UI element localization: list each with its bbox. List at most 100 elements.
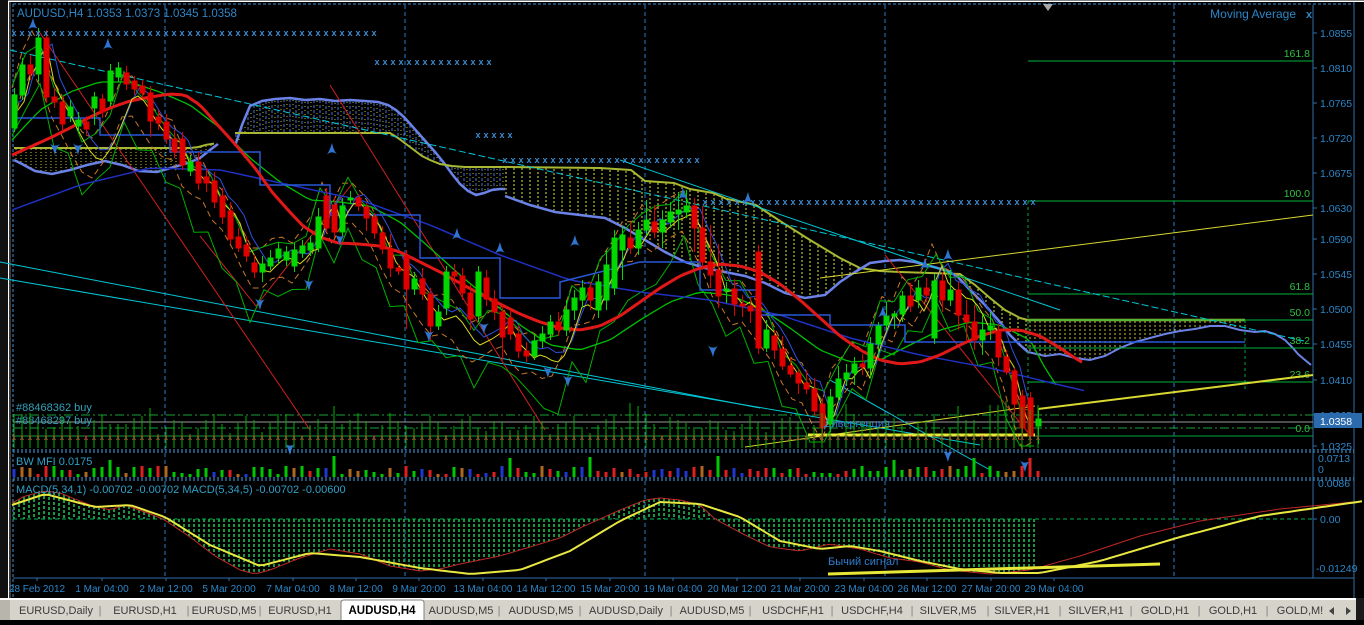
- svg-text:x: x: [84, 433, 89, 442]
- svg-text:x: x: [83, 28, 88, 38]
- svg-text:GOLD,H1: GOLD,H1: [1141, 605, 1189, 617]
- svg-text:27 Mar 20:00: 27 Mar 20:00: [962, 584, 1021, 595]
- svg-text:x: x: [155, 28, 160, 38]
- svg-text:USDCHF,H4: USDCHF,H4: [841, 605, 903, 617]
- svg-text:x: x: [654, 155, 659, 165]
- svg-text:|: |: [1266, 605, 1269, 617]
- svg-text:x: x: [582, 155, 587, 165]
- svg-text:GOLD,H1: GOLD,H1: [1209, 605, 1257, 617]
- svg-text:x: x: [710, 197, 715, 207]
- svg-text:61.8: 61.8: [1290, 281, 1311, 293]
- svg-text:0.0713: 0.0713: [1318, 453, 1350, 465]
- svg-text:EURUSD,H1: EURUSD,H1: [113, 605, 177, 617]
- svg-text:x: x: [830, 197, 835, 207]
- svg-text:26 Mar 12:00: 26 Mar 12:00: [898, 584, 957, 595]
- svg-text:2 Mar 12:00: 2 Mar 12:00: [139, 584, 193, 595]
- svg-text:1.0455: 1.0455: [1320, 339, 1352, 351]
- svg-text:x: x: [822, 197, 827, 207]
- svg-text:29 Mar 04:00: 29 Mar 04:00: [1025, 584, 1084, 595]
- svg-text:x: x: [123, 28, 128, 38]
- svg-text:x: x: [518, 155, 523, 165]
- svg-text:x: x: [598, 155, 603, 165]
- svg-text:x: x: [790, 197, 795, 207]
- svg-text:x: x: [470, 57, 475, 67]
- svg-text:x: x: [726, 197, 731, 207]
- svg-text:x: x: [686, 155, 691, 165]
- svg-text:x: x: [542, 155, 547, 165]
- svg-text:1.0810: 1.0810: [1320, 63, 1352, 75]
- svg-text:x: x: [1014, 197, 1019, 207]
- svg-text:x: x: [363, 28, 368, 38]
- svg-text:|: |: [259, 605, 262, 617]
- svg-text:x: x: [291, 28, 296, 38]
- svg-text:x: x: [918, 197, 923, 207]
- svg-text:14 Mar 12:00: 14 Mar 12:00: [517, 584, 576, 595]
- svg-text:x: x: [67, 28, 72, 38]
- svg-text:x: x: [187, 28, 192, 38]
- svg-text:x: x: [950, 197, 955, 207]
- svg-text:x: x: [131, 28, 136, 38]
- svg-text:0.0: 0.0: [1295, 423, 1310, 435]
- svg-text:EURUSD,M5: EURUSD,M5: [192, 605, 257, 617]
- svg-text:x: x: [1306, 9, 1313, 21]
- svg-text:1.0325: 1.0325: [1320, 441, 1352, 453]
- svg-text:x: x: [163, 28, 168, 38]
- svg-text:x: x: [11, 28, 16, 38]
- svg-text:x: x: [590, 155, 595, 165]
- svg-text:x: x: [374, 57, 379, 67]
- svg-text:x: x: [502, 155, 507, 165]
- svg-text:x: x: [510, 155, 515, 165]
- svg-text:x: x: [798, 197, 803, 207]
- svg-text:|: |: [749, 605, 752, 617]
- svg-text:x: x: [51, 28, 56, 38]
- svg-text:x: x: [566, 155, 571, 165]
- svg-text:AUDUSD,M5: AUDUSD,M5: [509, 605, 574, 617]
- svg-text:|: |: [1059, 605, 1062, 617]
- svg-text:28 Feb 2012: 28 Feb 2012: [9, 584, 66, 595]
- svg-text:AUDUSD,H4: AUDUSD,H4: [348, 605, 416, 617]
- svg-text:x: x: [422, 57, 427, 67]
- svg-text:x: x: [478, 57, 483, 67]
- svg-text:Дивергенция: Дивергенция: [824, 418, 890, 430]
- svg-text:x: x: [115, 28, 120, 38]
- svg-text:x: x: [491, 130, 496, 140]
- svg-text:|: |: [579, 605, 582, 617]
- svg-text:1.0590: 1.0590: [1320, 234, 1352, 246]
- svg-text:x: x: [275, 28, 280, 38]
- svg-text:|: |: [911, 605, 914, 617]
- svg-text:AUDUSD,H4 1.0353 1.0373 1.034: AUDUSD,H4 1.0353 1.0373 1.0345 1.0358: [17, 8, 237, 20]
- svg-text:x: x: [179, 28, 184, 38]
- svg-text:x: x: [462, 57, 467, 67]
- svg-text:1.0500: 1.0500: [1320, 304, 1352, 316]
- svg-text:AUDUSD,M5: AUDUSD,M5: [429, 605, 494, 617]
- svg-text:x: x: [430, 57, 435, 67]
- svg-text:8 Mar 12:00: 8 Mar 12:00: [329, 584, 383, 595]
- svg-text:x: x: [982, 197, 987, 207]
- svg-text:x: x: [806, 197, 811, 207]
- svg-text:x: x: [934, 197, 939, 207]
- svg-text:x: x: [630, 155, 635, 165]
- svg-text:-0.01249: -0.01249: [1316, 563, 1358, 575]
- svg-text:x: x: [227, 28, 232, 38]
- svg-text:1.0545: 1.0545: [1320, 269, 1352, 281]
- svg-text:x: x: [1006, 197, 1011, 207]
- svg-text:x: x: [414, 57, 419, 67]
- svg-text:19 Mar 04:00: 19 Mar 04:00: [644, 584, 703, 595]
- svg-text:|: |: [831, 605, 834, 617]
- svg-text:x: x: [251, 28, 256, 38]
- svg-text:x: x: [259, 28, 264, 38]
- svg-text:|: |: [987, 605, 990, 617]
- svg-text:SILVER,M5: SILVER,M5: [920, 605, 977, 617]
- svg-text:#88468297 buy: #88468297 buy: [16, 415, 92, 427]
- svg-text:x: x: [758, 197, 763, 207]
- svg-text:0: 0: [1318, 464, 1324, 476]
- svg-text:x: x: [926, 197, 931, 207]
- svg-text:x: x: [1030, 197, 1035, 207]
- svg-text:x: x: [534, 155, 539, 165]
- svg-text:AUDUSD,Daily: AUDUSD,Daily: [589, 605, 663, 617]
- svg-text:1.0358: 1.0358: [1320, 416, 1352, 428]
- svg-text:x: x: [171, 28, 176, 38]
- svg-text:x: x: [614, 155, 619, 165]
- svg-text:x: x: [147, 28, 152, 38]
- svg-text:x: x: [19, 28, 24, 38]
